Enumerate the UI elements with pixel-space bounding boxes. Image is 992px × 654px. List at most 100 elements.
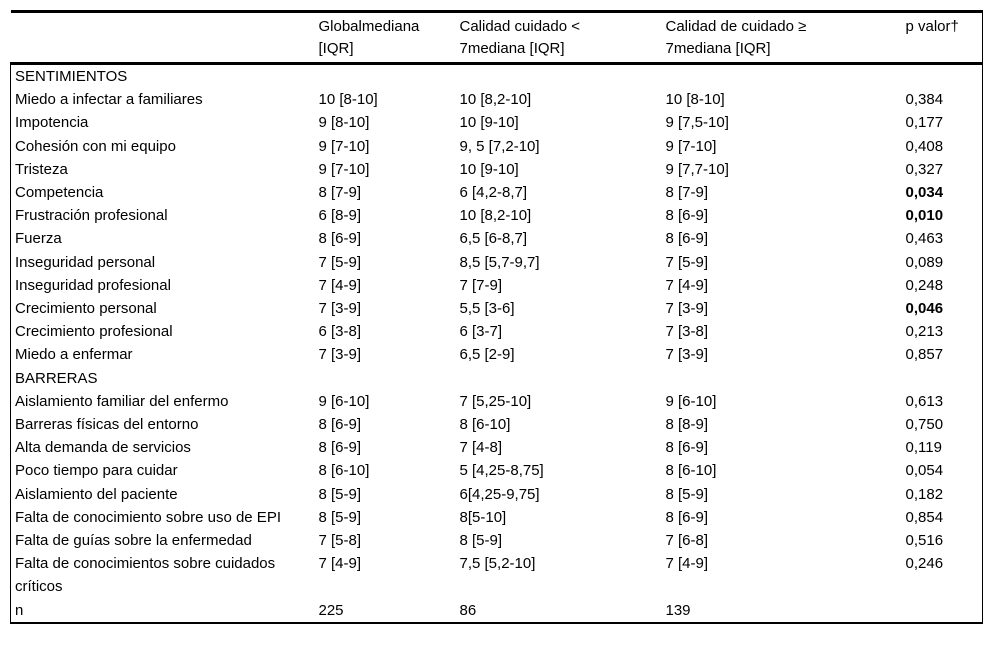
header-lt7-line2: 7mediana [IQR] bbox=[459, 40, 565, 57]
quality-gte7-cell: 10 [8-10] bbox=[665, 91, 725, 109]
quality-lt7-cell: 8 [6-10] bbox=[459, 416, 511, 434]
p-value-cell: 0,246 bbox=[905, 555, 944, 573]
quality-lt7-cell: 8[5-10] bbox=[459, 508, 507, 526]
global-median-cell: 7 [3-9] bbox=[318, 300, 362, 318]
row-label-cell: Tristeza bbox=[10, 157, 315, 182]
quality-lt7-cell: 8,5 [5,7-9,7] bbox=[459, 253, 540, 271]
header-global-median-cell: Globalmediana [IQR] bbox=[314, 11, 456, 65]
table-row: Frustración profesional 6 [8-9] 10 [8,2-… bbox=[10, 204, 983, 228]
global-median-cell bbox=[315, 367, 456, 390]
p-value-cell: 0,089 bbox=[905, 253, 944, 271]
header-global-line2: [IQR] bbox=[318, 40, 354, 57]
header-p-value-cell: p valor† bbox=[901, 11, 983, 65]
p-value-cell bbox=[902, 64, 983, 89]
header-gte7-line2: 7mediana [IQR] bbox=[665, 40, 771, 57]
table-row: Alta demanda de servicios 8 [6-9] 7 [4-8… bbox=[10, 436, 983, 460]
p-value-cell bbox=[902, 599, 983, 623]
global-median-cell: 9 [7-10] bbox=[318, 160, 370, 178]
row-label-cell: n bbox=[10, 598, 315, 623]
p-value-cell: 0,408 bbox=[905, 137, 944, 155]
quality-lt7-cell: 6[4,25-9,75] bbox=[459, 485, 540, 503]
quality-gte7-cell bbox=[662, 64, 902, 89]
row-label-cell: Aislamiento del paciente bbox=[10, 482, 315, 506]
row-label-cell: Crecimiento profesional bbox=[10, 320, 315, 344]
p-value-cell: 0,857 bbox=[905, 346, 944, 364]
global-median-cell: 7 [4-9] bbox=[318, 276, 362, 294]
global-median-cell: 10 [8-10] bbox=[318, 91, 378, 109]
quality-lt7-cell: 6 [4,2-8,7] bbox=[459, 184, 528, 202]
section-header-row: SENTIMIENTOS bbox=[10, 63, 983, 89]
quality-gte7-cell: 7 [5-9] bbox=[665, 253, 709, 271]
table-header: Globalmediana [IQR] Calidad cuidado < 7m… bbox=[10, 11, 983, 65]
global-median-cell: 8 [5-9] bbox=[318, 508, 362, 526]
quality-lt7-cell: 9, 5 [7,2-10] bbox=[459, 137, 540, 155]
quality-gte7-cell: 8 [6-9] bbox=[665, 230, 709, 248]
quality-gte7-cell: 7 [3-8] bbox=[665, 323, 709, 341]
quality-gte7-cell: 8 [6-9] bbox=[665, 439, 709, 457]
row-label-cell: Alta demanda de servicios bbox=[10, 436, 315, 460]
row-label-cell: Poco tiempo para cuidar bbox=[10, 459, 315, 483]
quality-lt7-cell: 7 [5,25-10] bbox=[459, 392, 532, 410]
header-quality-gte7-cell: Calidad de cuidado ≥ 7mediana [IQR] bbox=[661, 11, 902, 65]
quality-lt7-cell: 7,5 [5,2-10] bbox=[459, 555, 536, 573]
quality-lt7-cell: 6 [3-7] bbox=[459, 323, 503, 341]
header-global-line1: Globalmediana bbox=[318, 18, 420, 35]
quality-gte7-cell: 7 [4-9] bbox=[665, 276, 709, 294]
header-row: Globalmediana [IQR] Calidad cuidado < 7m… bbox=[10, 11, 983, 65]
global-median-cell: 7 [3-9] bbox=[318, 346, 362, 364]
quality-lt7-cell: 8 [5-9] bbox=[459, 532, 503, 550]
p-value-cell: 0,177 bbox=[905, 114, 944, 132]
p-value-cell: 0,046 bbox=[905, 300, 944, 318]
p-value-cell: 0,516 bbox=[905, 532, 944, 550]
table-row: Barreras físicas del entorno 8 [6-9] 8 [… bbox=[10, 413, 983, 437]
quality-gte7-cell: 8 [7-9] bbox=[665, 184, 709, 202]
global-median-cell: 9 [6-10] bbox=[318, 392, 370, 410]
table-body: SENTIMIENTOS Miedo a infectar a familiar… bbox=[10, 63, 983, 623]
quality-lt7-cell: 6,5 [2-9] bbox=[459, 346, 515, 364]
global-median-cell: 8 [6-9] bbox=[318, 230, 362, 248]
p-value-cell: 0,248 bbox=[905, 276, 944, 294]
table-row: Aislamiento familiar del enfermo 9 [6-10… bbox=[10, 389, 983, 414]
quality-gte7-cell: 8 [6-10] bbox=[665, 462, 717, 480]
table-row: n 225 86 139 bbox=[10, 598, 983, 623]
quality-gte7-cell: 9 [7,7-10] bbox=[665, 160, 729, 178]
quality-lt7-cell: 6,5 [6-8,7] bbox=[459, 230, 528, 248]
table-row: Crecimiento profesional 6 [3-8] 6 [3-7] … bbox=[10, 320, 983, 344]
global-median-cell: 9 [8-10] bbox=[318, 114, 370, 132]
table-row: Poco tiempo para cuidar 8 [6-10] 5 [4,25… bbox=[10, 459, 983, 483]
quality-lt7-cell: 10 [8,2-10] bbox=[459, 207, 532, 225]
row-label-cell: Inseguridad profesional bbox=[10, 273, 315, 298]
global-median-cell: 8 [6-9] bbox=[318, 439, 362, 457]
p-value-cell: 0,750 bbox=[905, 416, 944, 434]
table-row: Inseguridad profesional 7 [4-9] 7 [7-9] … bbox=[10, 273, 983, 298]
quality-gte7-cell: 8 [6-9] bbox=[665, 207, 709, 225]
row-label-cell: Crecimiento personal bbox=[10, 297, 315, 321]
row-label-cell: Falta de conocimiento sobre uso de EPI bbox=[10, 505, 315, 530]
row-label-cell: Competencia bbox=[10, 181, 315, 205]
global-median-cell: 6 [8-9] bbox=[318, 207, 362, 225]
table-row: Miedo a infectar a familiares 10 [8-10] … bbox=[10, 88, 983, 112]
quality-lt7-cell: 5,5 [3-6] bbox=[459, 300, 515, 318]
quality-lt7-cell: 86 bbox=[459, 601, 477, 619]
global-median-cell: 6 [3-8] bbox=[318, 323, 362, 341]
quality-lt7-cell: 10 [8,2-10] bbox=[459, 91, 532, 109]
row-label-cell: Barreras físicas del entorno bbox=[10, 413, 315, 437]
row-label-cell: Falta de guías sobre la enfermedad bbox=[10, 529, 315, 553]
global-median-cell: 7 [4-9] bbox=[318, 555, 362, 573]
quality-lt7-cell: 10 [9-10] bbox=[459, 160, 519, 178]
row-label-cell: SENTIMIENTOS bbox=[10, 63, 315, 89]
table-row: Crecimiento personal 7 [3-9] 5,5 [3-6] 7… bbox=[10, 297, 983, 321]
quality-lt7-cell: 10 [9-10] bbox=[459, 114, 519, 132]
p-value-cell: 0,213 bbox=[905, 323, 944, 341]
quality-gte7-cell: 9 [6-10] bbox=[665, 392, 717, 410]
header-pvalue-line1: p valor† bbox=[905, 18, 959, 35]
global-median-cell bbox=[315, 64, 456, 89]
quality-gte7-cell: 7 [6-8] bbox=[665, 532, 709, 550]
row-label-cell: Falta de conocimientos sobre cuidados cr… bbox=[10, 552, 315, 599]
p-value-cell: 0,119 bbox=[905, 439, 942, 457]
table-row: Falta de guías sobre la enfermedad 7 [5-… bbox=[10, 529, 983, 553]
row-label-cell: Miedo a enfermar bbox=[10, 343, 315, 367]
quality-gte7-cell: 9 [7-10] bbox=[665, 137, 717, 155]
row-label-cell: Inseguridad personal bbox=[10, 250, 315, 274]
global-median-cell: 8 [7-9] bbox=[318, 184, 362, 202]
